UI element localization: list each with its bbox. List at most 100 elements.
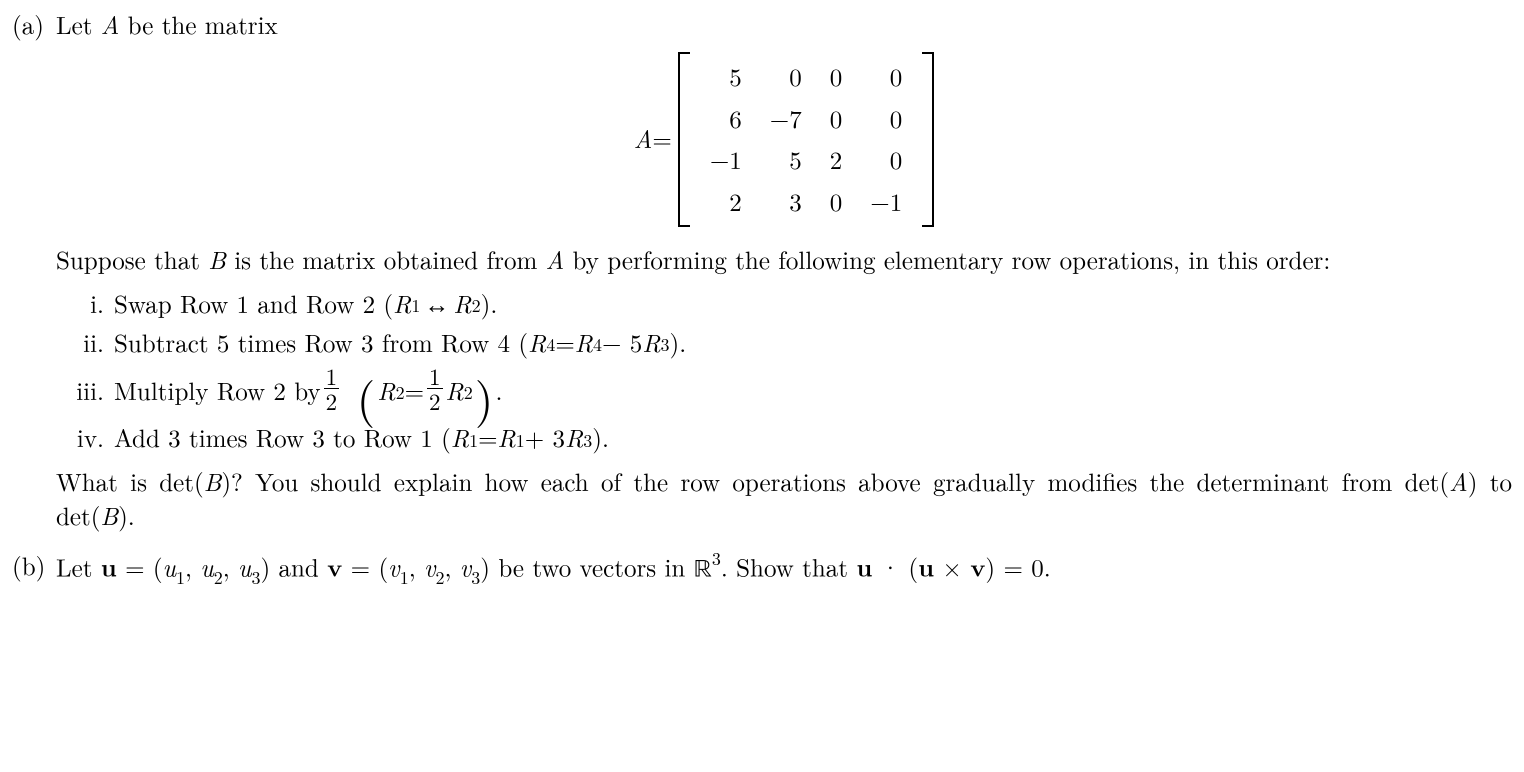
cell: 0: [816, 56, 857, 98]
roman-label: ii.: [64, 326, 104, 360]
vec-u: u: [918, 549, 934, 584]
sup: 3: [712, 546, 721, 571]
row-ops-list: i. Swap Row 1 and Row 2 (R1 ↔ R2). ii. S…: [64, 287, 1512, 456]
cell: −7: [756, 98, 816, 140]
matrix-name-A: A: [101, 7, 120, 42]
sub: 4: [546, 333, 555, 357]
R: R: [565, 421, 583, 455]
sub: 1: [469, 429, 478, 453]
comma: ,: [409, 549, 424, 584]
text: ).: [670, 326, 687, 360]
text: ) be two vectors in: [480, 549, 693, 584]
list-item-ii: ii. Subtract 5 times Row 3 from Row 4 (R…: [64, 326, 1512, 360]
table-row: 2 3 0 −1: [696, 181, 916, 223]
swap-arrow-icon: ↔: [424, 287, 449, 321]
v: v: [460, 549, 472, 584]
text: is the matrix obtained from: [226, 242, 546, 277]
sub: 3: [471, 565, 480, 590]
cell: 5: [756, 139, 816, 181]
right-bracket-icon: [922, 52, 934, 227]
sub: 2: [472, 294, 481, 318]
eq: = (: [117, 549, 163, 584]
vec-u: u: [856, 549, 872, 584]
roman-body: Subtract 5 times Row 3 from Row 4 (R4 = …: [114, 326, 1512, 360]
cross: ×: [934, 549, 970, 584]
sub: 1: [516, 429, 525, 453]
list-item-i: i. Swap Row 1 and Row 2 (R1 ↔ R2).: [64, 287, 1512, 321]
vec-v: v: [970, 549, 985, 584]
cell: 6: [696, 98, 756, 140]
eq: = (: [342, 549, 388, 584]
cell: 5: [696, 56, 756, 98]
sub: 1: [411, 294, 420, 318]
lhs-A: A: [634, 122, 653, 156]
sub: 2: [396, 381, 405, 405]
math-problem-page: (a) Let A be the matrix A = 5 0 0: [0, 0, 1524, 588]
v: v: [388, 549, 400, 584]
R: R: [377, 374, 395, 408]
text: Add 3 times Row 3 to Row 1 (: [114, 421, 451, 455]
R: R: [528, 326, 546, 360]
text: Multiply Row 2 by: [114, 374, 321, 408]
part-a: (a) Let A be the matrix A = 5 0 0: [12, 8, 1512, 543]
list-item-iv: iv. Add 3 times Row 3 to Row 1 (R1 = R1 …: [64, 421, 1512, 455]
comma: ,: [185, 549, 200, 584]
text: ).: [481, 287, 498, 321]
suppose-paragraph: Suppose that B is the matrix obtained fr…: [56, 243, 1512, 277]
part-b-label: (b): [12, 549, 56, 589]
equals-sign: =: [652, 122, 671, 156]
part-b: (b) Let u = (u1, u2, u3) and v = (v1, v2…: [12, 549, 1512, 589]
part-b-body: Let u = (u1, u2, u3) and v = (v1, v2, v3…: [56, 549, 1512, 589]
sub: 2: [464, 381, 473, 405]
left-paren-icon: (: [357, 375, 376, 418]
fraction-half: 1 2: [324, 364, 340, 413]
text: .: [495, 374, 502, 408]
sub: 1: [400, 565, 409, 590]
R: R: [393, 287, 411, 321]
sub: 3: [583, 429, 592, 453]
text: Let: [56, 7, 101, 42]
roman-label: i.: [64, 287, 104, 321]
vec-v: v: [327, 549, 342, 584]
roman-body: Add 3 times Row 3 to Row 1 (R1 = R1 + 3R…: [114, 421, 1512, 455]
R: R: [498, 421, 516, 455]
roman-label: iv.: [64, 421, 104, 455]
var-A: A: [1449, 464, 1468, 499]
cell: 0: [856, 98, 916, 140]
vec-u: u: [101, 549, 117, 584]
sub: 1: [176, 565, 185, 590]
real-symbol-icon: ℝ: [694, 557, 712, 582]
question-paragraph: What is det(B)? You should explain how e…: [56, 465, 1512, 533]
u: u: [200, 549, 213, 584]
text: Swap Row 1 and Row 2 (: [114, 287, 393, 321]
roman-body: Swap Row 1 and Row 2 (R1 ↔ R2).: [114, 287, 1512, 321]
cell: 0: [856, 139, 916, 181]
cell: −1: [856, 181, 916, 223]
roman-body: Multiply Row 2 by 1 2 ( R2 = 1 2 R2: [114, 366, 1512, 415]
cell: −1: [696, 139, 756, 181]
plus: + 3: [525, 421, 565, 455]
space: [342, 374, 355, 408]
u: u: [163, 549, 176, 584]
matrix-equation: A = 5 0 0 0 6: [56, 52, 1512, 227]
left-bracket-icon: [678, 52, 690, 227]
text: by performing the following elementary r…: [564, 242, 1330, 277]
var-B: B: [100, 498, 118, 533]
sub: 2: [435, 565, 444, 590]
dot: · (: [872, 549, 918, 584]
text: . Show that: [721, 549, 856, 584]
cell: 0: [756, 56, 816, 98]
text: Suppose that: [56, 242, 208, 277]
text: )? You should explain how each of the ro…: [221, 464, 1449, 499]
R: R: [453, 287, 471, 321]
text: Subtract 5 times Row 3 from Row 4 (: [114, 326, 528, 360]
minus: − 5: [602, 326, 642, 360]
sub: 2: [214, 565, 223, 590]
R: R: [575, 326, 593, 360]
roman-label: iii.: [64, 374, 104, 408]
var-B: B: [204, 464, 222, 499]
text: Let: [56, 549, 101, 584]
sub: 3: [251, 565, 260, 590]
denominator: 2: [324, 388, 340, 413]
comma: ,: [444, 549, 459, 584]
